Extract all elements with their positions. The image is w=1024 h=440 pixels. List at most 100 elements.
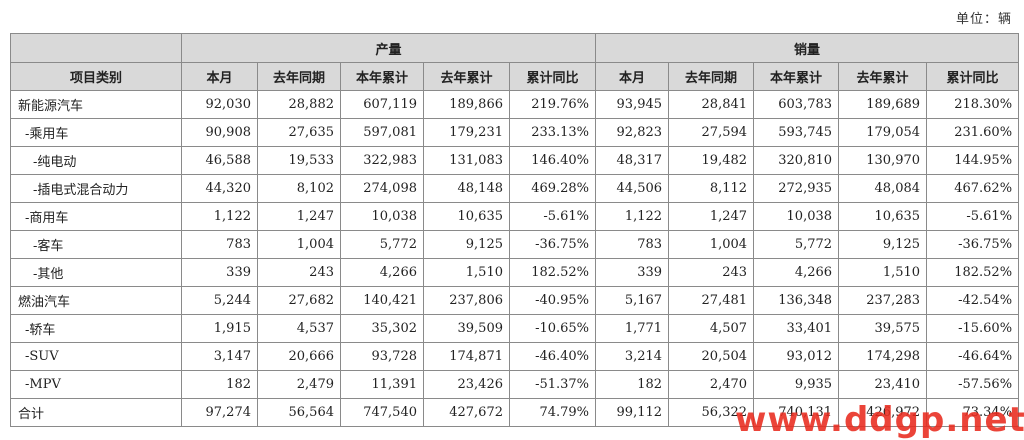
table-row: -SUV 3,147 20,666 93,728 174,871 -46.40% 3,214… — [10, 342, 1020, 371]
production-column-header: 去年同期 — [257, 62, 341, 91]
row-category-label: -SUV — [10, 342, 182, 371]
header-group-row: 产量 销量 — [10, 33, 1020, 63]
table-row: -插电式混合动力 44,320 8,102 274,098 48,148 469.28% 4… — [10, 174, 1020, 203]
production-value-cell: 469.28% — [508, 174, 597, 203]
production-value-cell: 243 — [257, 258, 341, 287]
production-value-cell: 179,231 — [423, 118, 510, 147]
sales-value-cell: 44,506 — [595, 174, 670, 203]
table-row: -纯电动 46,588 19,533 322,983 131,083 146.40% 48,… — [10, 146, 1020, 175]
category-column-header: 项目类别 — [10, 62, 182, 91]
table-row: 新能源汽车 92,030 28,882 607,119 189,866 219.76% 93… — [10, 90, 1020, 119]
production-value-cell: 35,302 — [340, 314, 424, 343]
production-value-cell: 219.76% — [508, 90, 597, 119]
production-value-cell: 747,540 — [340, 398, 424, 427]
sales-value-cell: 28,841 — [668, 90, 755, 119]
sales-value-cell: 9,125 — [838, 230, 928, 259]
production-value-cell: 46,588 — [181, 146, 258, 175]
unit-label: 单位：辆 — [955, 12, 1012, 27]
table-body: 新能源汽车 92,030 28,882 607,119 189,866 219.76% 93… — [10, 90, 1020, 427]
production-value-cell: -5.61% — [508, 202, 597, 231]
sales-value-cell: -15.60% — [926, 314, 1020, 343]
table-row: -轿车 1,915 4,537 35,302 39,509 -10.65% 1,771 4,5… — [10, 314, 1020, 343]
sales-column-header: 去年同期 — [668, 62, 755, 91]
row-category-label: -商用车 — [10, 202, 182, 231]
production-value-cell: 8,102 — [257, 174, 341, 203]
sales-value-cell: 130,970 — [838, 146, 928, 175]
row-category-label: 燃油汽车 — [10, 286, 182, 315]
sales-value-cell: 27,594 — [668, 118, 755, 147]
sales-value-cell: 27,481 — [668, 286, 755, 315]
table-row: 合计 97,274 56,564 747,540 427,672 74.79% 99,112… — [10, 398, 1020, 427]
sales-value-cell: 179,054 — [838, 118, 928, 147]
sales-value-cell: 1,510 — [838, 258, 928, 287]
production-value-cell: -46.40% — [508, 342, 597, 371]
sales-value-cell: 1,771 — [595, 314, 670, 343]
sales-value-cell: 218.30% — [926, 90, 1020, 119]
header-blank-cell — [10, 33, 182, 63]
production-value-cell: 182.52% — [508, 258, 597, 287]
sales-value-cell: 9,935 — [753, 370, 840, 399]
production-value-cell: 39,509 — [423, 314, 510, 343]
sales-value-cell: 39,575 — [838, 314, 928, 343]
production-value-cell: 274,098 — [340, 174, 424, 203]
sales-value-cell: 467.62% — [926, 174, 1020, 203]
sales-value-cell: 48,084 — [838, 174, 928, 203]
production-value-cell: 339 — [181, 258, 258, 287]
production-value-cell: 5,772 — [340, 230, 424, 259]
sales-value-cell: 5,772 — [753, 230, 840, 259]
row-category-label: -插电式混合动力 — [10, 174, 182, 203]
sales-value-cell: 320,810 — [753, 146, 840, 175]
table-row: 燃油汽车 5,244 27,682 140,421 237,806 -40.95% 5,16… — [10, 286, 1020, 315]
sales-value-cell: 593,745 — [753, 118, 840, 147]
sales-value-cell: 93,012 — [753, 342, 840, 371]
sales-value-cell: 20,504 — [668, 342, 755, 371]
production-value-cell: 9,125 — [423, 230, 510, 259]
production-column-header: 本月 — [181, 62, 258, 91]
production-value-cell: 2,479 — [257, 370, 341, 399]
sales-value-cell: 10,635 — [838, 202, 928, 231]
sales-value-cell: 93,945 — [595, 90, 670, 119]
production-value-cell: 10,038 — [340, 202, 424, 231]
sales-value-cell: -36.75% — [926, 230, 1020, 259]
production-value-cell: 174,871 — [423, 342, 510, 371]
header-column-row: 项目类别 本月 去年同期 本年累计 去年累计 累计同比 本月 去年同期 本年累计… — [10, 62, 1020, 91]
production-column-header: 本年累计 — [340, 62, 424, 91]
production-value-cell: 427,672 — [423, 398, 510, 427]
sales-value-cell: 243 — [668, 258, 755, 287]
sales-value-cell: 99,112 — [595, 398, 670, 427]
sales-value-cell: 603,783 — [753, 90, 840, 119]
production-value-cell: 1,510 — [423, 258, 510, 287]
production-value-cell: 4,537 — [257, 314, 341, 343]
row-category-label: 新能源汽车 — [10, 90, 182, 119]
sales-value-cell: -57.56% — [926, 370, 1020, 399]
sales-value-cell: 4,266 — [753, 258, 840, 287]
sales-column-header: 本月 — [595, 62, 670, 91]
table-row: -客车 783 1,004 5,772 9,125 -36.75% 783 1,004 5,77… — [10, 230, 1020, 259]
production-value-cell: 783 — [181, 230, 258, 259]
table-row: -乘用车 90,908 27,635 597,081 179,231 233.13% 92,… — [10, 118, 1020, 147]
sales-value-cell: 144.95% — [926, 146, 1020, 175]
production-value-cell: 5,244 — [181, 286, 258, 315]
production-value-cell: 44,320 — [181, 174, 258, 203]
sales-value-cell: 272,935 — [753, 174, 840, 203]
production-value-cell: 56,564 — [257, 398, 341, 427]
sales-value-cell: 3,214 — [595, 342, 670, 371]
sales-value-cell: 237,283 — [838, 286, 928, 315]
sales-value-cell: 182 — [595, 370, 670, 399]
production-sales-table: 产量 销量 项目类别 本月 去年同期 本年累计 去年累计 累计同比 本月 去年同… — [10, 33, 1020, 427]
sales-value-cell: 73.34% — [926, 398, 1020, 427]
production-value-cell: 48,148 — [423, 174, 510, 203]
production-value-cell: 19,533 — [257, 146, 341, 175]
production-value-cell: 23,426 — [423, 370, 510, 399]
sales-value-cell: 10,038 — [753, 202, 840, 231]
sales-value-cell: 4,507 — [668, 314, 755, 343]
sales-value-cell: 1,122 — [595, 202, 670, 231]
production-value-cell: -40.95% — [508, 286, 597, 315]
production-value-cell: 237,806 — [423, 286, 510, 315]
production-column-header: 去年累计 — [423, 62, 510, 91]
sales-value-cell: -42.54% — [926, 286, 1020, 315]
production-value-cell: 3,147 — [181, 342, 258, 371]
production-value-cell: 1,915 — [181, 314, 258, 343]
sales-value-cell: 182.52% — [926, 258, 1020, 287]
row-category-label: -纯电动 — [10, 146, 182, 175]
